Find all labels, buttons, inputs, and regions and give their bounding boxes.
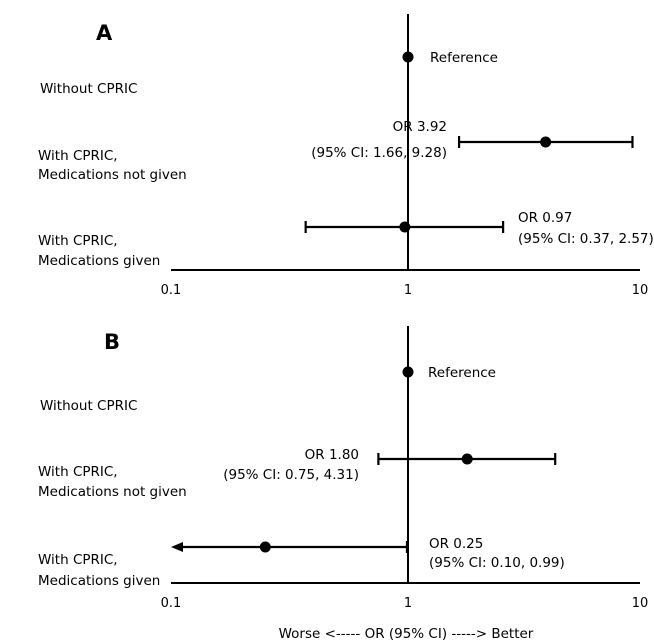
estimate-annotation: (95% CI: 0.75, 4.31) [223,467,359,483]
point-estimate [540,136,552,148]
row-label: With CPRIC, [38,233,118,249]
x-tick-label: 1 [404,283,412,298]
row-label: With CPRIC, [38,148,118,164]
estimate-annotation: OR 0.25 [429,536,483,552]
x-tick-label: 10 [632,283,649,298]
row-label: Medications not given [38,167,187,183]
panel-letter: B [104,330,120,354]
estimate-annotation: Reference [428,365,496,381]
x-tick-label: 0.1 [161,596,182,611]
point-estimate [259,541,271,553]
estimate-annotation: OR 0.97 [518,210,572,226]
row-label: Without CPRIC [40,398,137,414]
point-estimate [402,366,414,378]
forest-panel-a: A 0.1 1 10 Without CPRIC Reference With CPRIC,… [38,14,654,298]
row-label: With CPRIC, [38,464,118,480]
estimate-annotation: (95% CI: 0.37, 2.57) [518,231,654,247]
row-label: Medications given [38,573,160,589]
point-estimate [402,51,414,63]
x-tick-label: 0.1 [161,283,182,298]
point-estimate [461,453,473,465]
estimate-annotation: OR 3.92 [393,119,447,135]
panel-letter: A [96,21,113,45]
point-estimate [399,221,411,233]
row-label: Without CPRIC [40,81,137,97]
x-tick-label: 1 [404,596,412,611]
row-label: Medications given [38,253,160,269]
estimate-annotation: Reference [430,50,498,66]
ci-arrow-left [171,542,183,552]
forest-panel-b: B 0.1 1 10 Without CPRIC Reference With CPRIC,… [38,326,648,642]
estimate-annotation: OR 1.80 [305,447,359,463]
row-label: Medications not given [38,484,187,500]
x-tick-label: 10 [632,596,649,611]
estimate-annotation: (95% CI: 0.10, 0.99) [429,555,565,571]
x-axis-label: Worse <----- OR (95% CI) -----> Better [279,626,534,642]
row-label: With CPRIC, [38,552,118,568]
estimate-annotation: (95% CI: 1.66, 9.28) [311,145,447,161]
